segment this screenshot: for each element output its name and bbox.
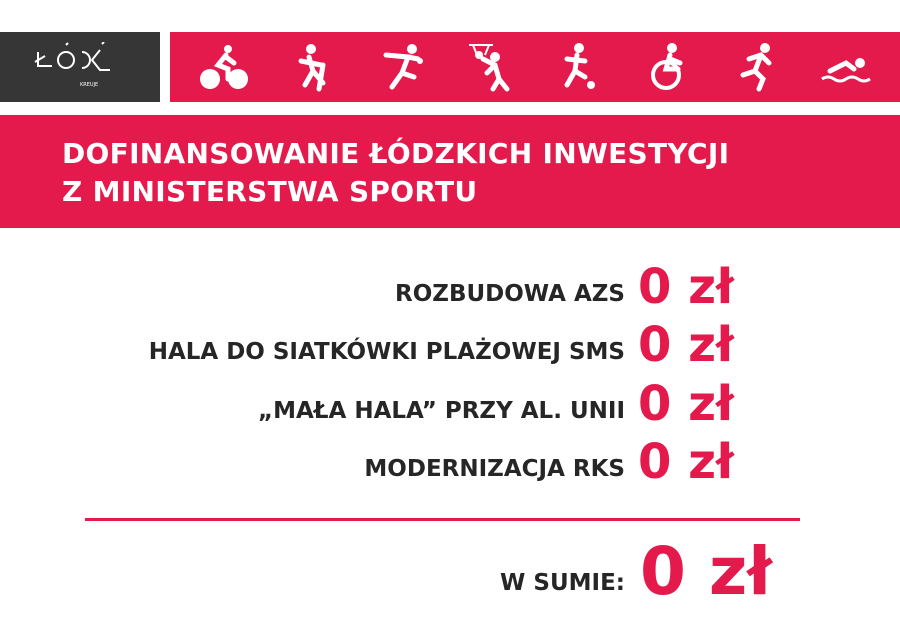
separator-line [85, 518, 800, 521]
total-label: W SUMIE: [500, 570, 625, 596]
sports-icons-bar [170, 32, 900, 102]
basketball-icon [468, 44, 510, 92]
row-label: MODERNIZACJA RKS [364, 456, 625, 482]
page-title: DOFINANSOWANIE ŁÓDZKICH INWESTYCJI Z MIN… [62, 135, 729, 211]
football-icon [564, 43, 596, 89]
handball-icon [383, 44, 423, 90]
funding-row: HALA DO SIATKÓWKI PLAŻOWEJ SMS 0 zł [0, 313, 900, 373]
hockey-icon [298, 44, 326, 92]
total-row: W SUMIE: 0 zł [0, 533, 900, 610]
lodz-logo-mark: KREUJE [34, 42, 110, 88]
row-label: HALA DO SIATKÓWKI PLAŻOWEJ SMS [148, 339, 625, 365]
running-icon [740, 43, 772, 92]
funding-row: MODERNIZACJA RKS 0 zł [0, 430, 900, 490]
row-value: 0 zł [638, 259, 734, 315]
title-line-1: DOFINANSOWANIE ŁÓDZKICH INWESTYCJI [62, 137, 730, 170]
row-value: 0 zł [638, 317, 734, 373]
title-band [0, 115, 900, 228]
row-value: 0 zł [638, 376, 734, 432]
funding-row: ROZBUDOWA AZS 0 zł [0, 255, 900, 315]
title-line-2: Z MINISTERSTWA SPORTU [62, 175, 478, 208]
funding-row: „MAŁA HALA” PRZY AL. UNII 0 zł [0, 372, 900, 432]
city-logo: KREUJE [0, 32, 160, 102]
total-value: 0 zł [640, 533, 772, 610]
row-label: „MAŁA HALA” PRZY AL. UNII [257, 398, 625, 424]
logo-tagline: KREUJE [80, 82, 98, 88]
wheelchair-icon [651, 43, 683, 90]
row-label: ROZBUDOWA AZS [395, 281, 625, 307]
row-value: 0 zł [638, 434, 734, 490]
swimming-icon [820, 58, 871, 83]
cycling-icon [200, 45, 249, 89]
